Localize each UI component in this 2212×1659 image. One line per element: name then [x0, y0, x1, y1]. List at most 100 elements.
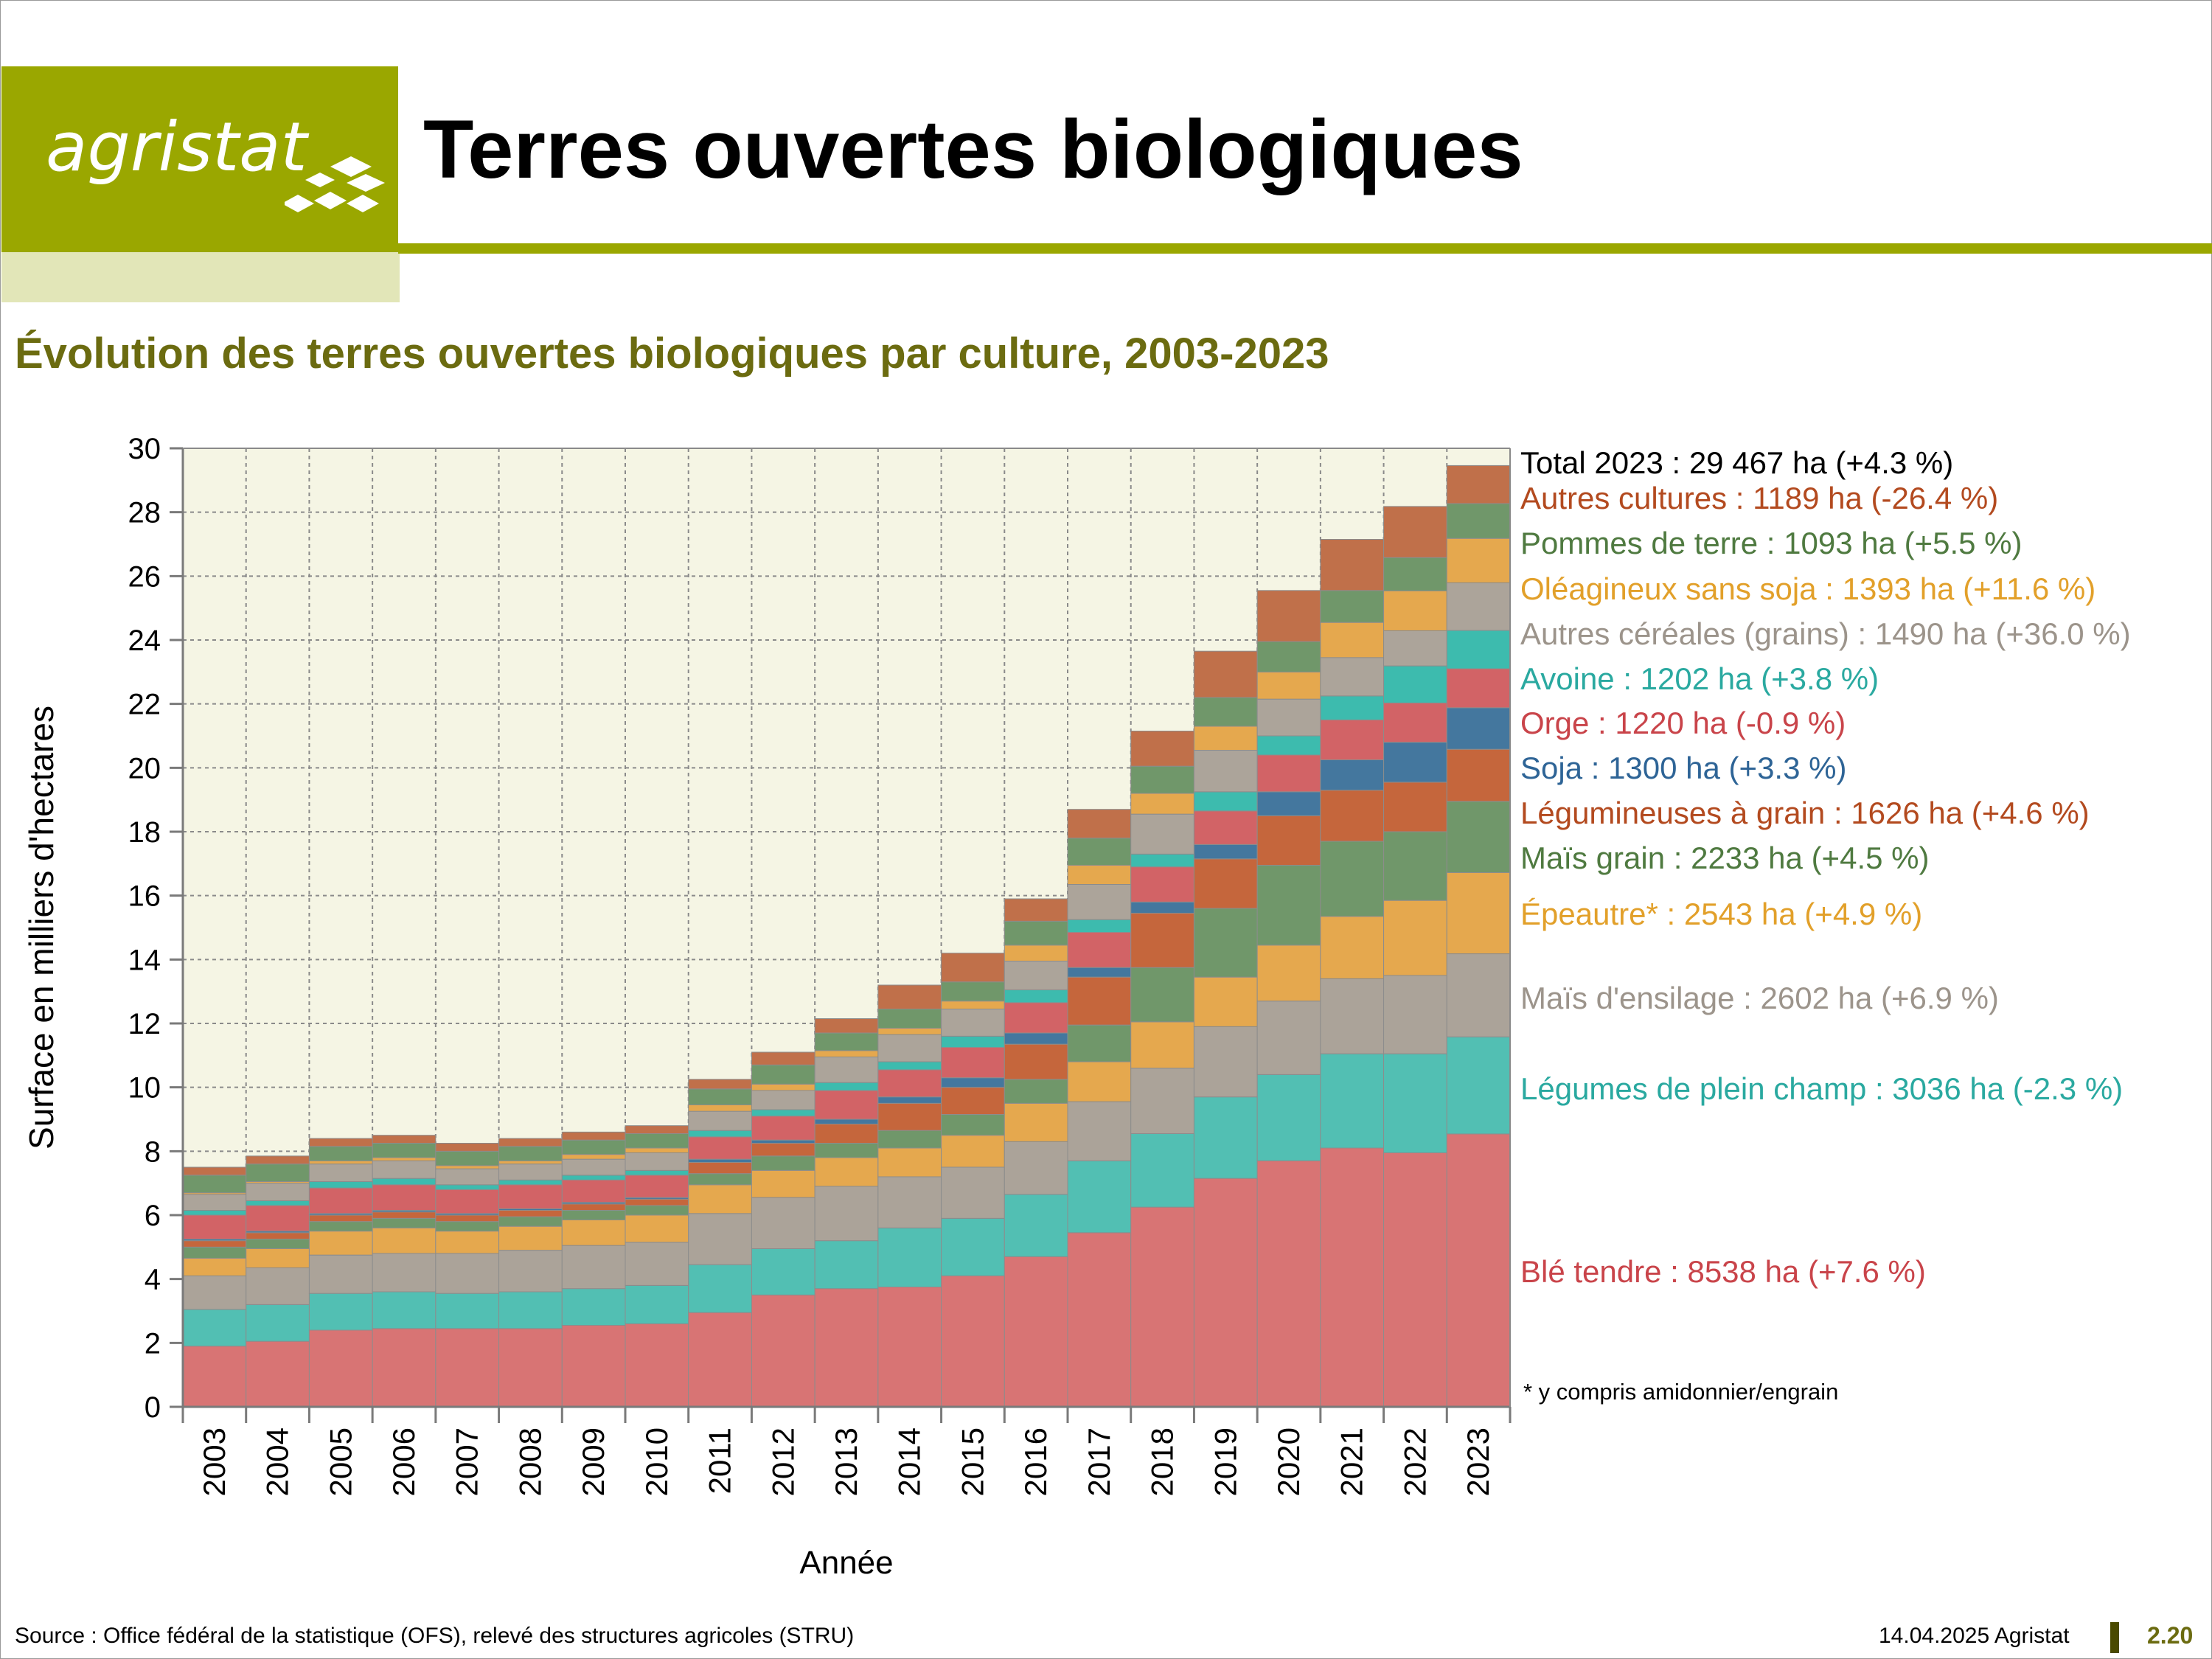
bar-segment	[498, 1160, 563, 1165]
bar-segment	[751, 1197, 815, 1249]
bar-segment	[751, 1051, 815, 1065]
legend-entry: Maïs d'ensilage : 2602 ha (+6.9 %)	[1520, 981, 1999, 1015]
bar-segment	[877, 1034, 942, 1062]
bar-segment	[1320, 719, 1385, 760]
bar-segment	[1004, 898, 1068, 922]
bar-segment	[877, 1028, 942, 1035]
bar-segment	[688, 1158, 752, 1163]
bar-segment	[1067, 1101, 1132, 1161]
bar-segment	[751, 1155, 815, 1171]
y-tick-label: 0	[145, 1391, 161, 1424]
footer-date: 14.04.2025 Agristat	[1879, 1624, 2070, 1648]
bar-segment	[1130, 793, 1194, 815]
bar-segment	[1067, 884, 1132, 920]
bar-segment	[688, 1173, 752, 1186]
bar-segment	[308, 1146, 373, 1161]
bar-segment	[941, 1166, 1005, 1219]
bar-segment	[435, 1165, 500, 1169]
legend-entry: Pommes de terre : 1093 ha (+5.5 %)	[1520, 526, 2023, 560]
x-tick-label: 2012	[765, 1427, 800, 1496]
bar-segment	[1446, 582, 1511, 631]
bar-segment	[1193, 844, 1258, 860]
bar-segment	[1130, 853, 1194, 868]
bar-segment	[561, 1288, 626, 1326]
y-tick-label: 6	[145, 1200, 161, 1232]
legend-entry: Total 2023 : 29 467 ha (+4.3 %)	[1520, 445, 1953, 480]
agristat-diamond-icon	[285, 156, 385, 212]
page-title: Terres ouvertes biologiques	[423, 103, 1523, 195]
bar-segment	[1067, 838, 1132, 866]
bar-segment	[688, 1162, 752, 1175]
bar-segment	[435, 1150, 500, 1166]
bar-segment	[1193, 1096, 1258, 1179]
bar-segment	[561, 1203, 626, 1211]
bar-segment	[1130, 765, 1194, 794]
bar-segment	[1130, 866, 1194, 902]
y-tick-label: 14	[128, 944, 161, 976]
bar-segment	[561, 1131, 626, 1141]
bar-segment	[498, 1216, 563, 1227]
bar-segment	[877, 1130, 942, 1149]
x-tick-label: 2006	[386, 1427, 421, 1496]
chart-title: Évolution des terres ouvertes biologique…	[15, 330, 1329, 378]
bar-segment	[1256, 815, 1321, 866]
x-tick-label: 2018	[1145, 1427, 1180, 1496]
y-tick-label: 4	[145, 1264, 161, 1296]
bar-segment	[751, 1064, 815, 1085]
bar-segment	[625, 1198, 689, 1206]
bar-segment	[877, 1147, 942, 1178]
bar-segment	[1256, 590, 1321, 642]
bar-segment	[182, 1258, 247, 1276]
bar-segment	[941, 1135, 1005, 1168]
bar-segment	[1067, 809, 1132, 839]
bar-segment	[1004, 945, 1068, 962]
bar-segment	[498, 1146, 563, 1161]
bar-segment	[1320, 695, 1385, 720]
bar-segment	[1130, 1206, 1194, 1408]
bar-segment	[1256, 698, 1321, 737]
bar-segment	[182, 1175, 247, 1194]
logo-shade-band	[1, 252, 400, 302]
y-tick-label: 12	[128, 1008, 161, 1040]
bar-segment	[1193, 1026, 1258, 1098]
bar-segment	[1130, 901, 1194, 914]
bar-segment	[308, 1164, 373, 1182]
bar-segment	[814, 1186, 879, 1242]
bar-segment	[308, 1181, 373, 1189]
legend-entry: Oléagineux sans soja : 1393 ha (+11.6 %)	[1520, 571, 2096, 606]
bar-segment	[751, 1248, 815, 1295]
bar-segment	[1067, 1061, 1132, 1102]
bar-segment	[1067, 919, 1132, 933]
y-tick-label: 18	[128, 816, 161, 849]
bar-segment	[625, 1205, 689, 1216]
bar-segment	[1004, 920, 1068, 946]
bar-segment	[246, 1248, 310, 1268]
bar-segment	[1446, 538, 1511, 583]
bar-segment	[561, 1325, 626, 1408]
bar-segment	[625, 1169, 689, 1176]
legend-entry: Avoine : 1202 ha (+3.8 %)	[1520, 661, 1879, 696]
bar-segment	[688, 1136, 752, 1160]
bar-segment	[941, 1047, 1005, 1079]
bar-segment	[308, 1231, 373, 1256]
bar-segment	[246, 1340, 310, 1408]
bar-segment	[1130, 813, 1194, 855]
bar-segment	[1004, 1141, 1068, 1195]
legend-entry: Épeautre* : 2543 ha (+4.9 %)	[1520, 897, 1922, 931]
bar-segment	[182, 1240, 247, 1248]
y-tick-label: 26	[128, 560, 161, 593]
bar-segment	[182, 1309, 247, 1347]
bar-segment	[561, 1154, 626, 1160]
bar-segment	[1067, 976, 1132, 1026]
y-tick-label: 28	[128, 497, 161, 529]
bar-segment	[625, 1242, 689, 1286]
logo-text: agristat	[46, 108, 307, 187]
bar-segment	[308, 1254, 373, 1294]
bar-segment	[1193, 791, 1258, 812]
bar-segment	[435, 1328, 500, 1408]
bar-segment	[814, 1057, 879, 1083]
bar-segment	[941, 953, 1005, 983]
bar-segment	[1446, 668, 1511, 709]
bar-segment	[941, 981, 1005, 1002]
